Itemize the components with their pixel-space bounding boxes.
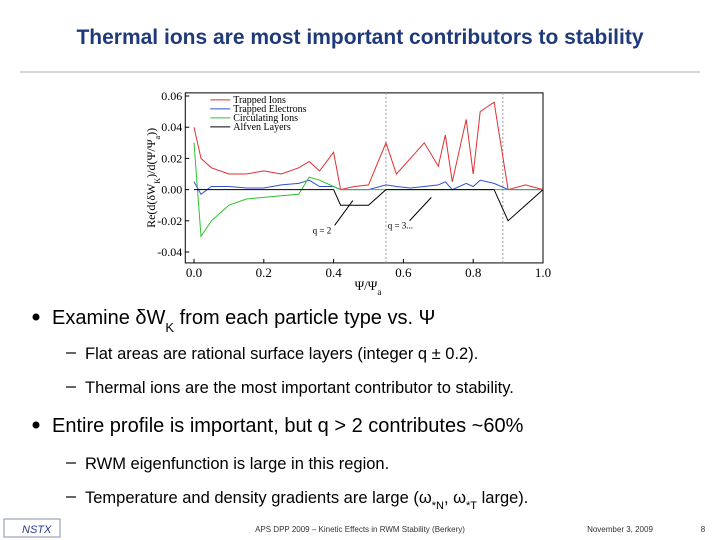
subscript: K bbox=[153, 178, 162, 184]
footer-page: 8 bbox=[701, 525, 706, 534]
annotation: q = 3... bbox=[388, 221, 413, 231]
x-tick-label: 1.0 bbox=[535, 265, 551, 280]
text-run: Examine δW bbox=[52, 307, 166, 329]
text-run: Flat areas are rational surface layers (… bbox=[85, 345, 478, 363]
logo-box bbox=[3, 518, 61, 538]
legend-label: Trapped Ions bbox=[233, 95, 286, 106]
x-tick-label: 0.4 bbox=[325, 265, 342, 280]
subscript: *N bbox=[432, 500, 444, 512]
legend-label: Alfven Layers bbox=[233, 122, 291, 133]
slide-title: Thermal ions are most important contribu… bbox=[76, 26, 643, 49]
bullet-text: Examine δWK from each particle type vs. … bbox=[52, 307, 435, 335]
subscript: a bbox=[377, 287, 381, 297]
sub-bullet-text: RWM eigenfunction is large in this regio… bbox=[85, 455, 389, 473]
footer-center: APS DPP 2009 – Kinetic Effects in RWM St… bbox=[255, 525, 465, 534]
footer-date: November 3, 2009 bbox=[587, 525, 653, 534]
footer-logo: NSTX bbox=[22, 524, 52, 536]
series-line bbox=[194, 189, 544, 222]
x-axis-label: Ψ/Ψa bbox=[355, 278, 382, 297]
legend-label: Circulating Ions bbox=[233, 113, 298, 124]
annotation-arrow bbox=[409, 197, 432, 221]
chart-frame bbox=[140, 76, 556, 282]
annotation-arrow bbox=[334, 200, 354, 226]
text-run: Thermal ions are the most important cont… bbox=[85, 379, 514, 397]
legend-label: Trapped Electrons bbox=[233, 104, 306, 115]
y-tick-label: 0.06 bbox=[161, 89, 182, 103]
subscript: K bbox=[165, 320, 174, 335]
text-run: , ω bbox=[444, 489, 466, 507]
text-run: )) bbox=[144, 128, 158, 136]
bullet-dot bbox=[32, 313, 40, 321]
x-tick-label: 0.2 bbox=[256, 265, 272, 280]
subscript: *T bbox=[466, 500, 477, 512]
bullet-text: Entire profile is important, but q > 2 c… bbox=[52, 415, 524, 437]
text-run: Entire profile is important, but q > 2 c… bbox=[52, 415, 524, 437]
sub-bullet-text: Flat areas are rational surface layers (… bbox=[85, 345, 478, 363]
annotation: q = 2 bbox=[313, 225, 332, 235]
text-run: Re(d(δW bbox=[144, 183, 158, 228]
y-tick-label: 0.00 bbox=[161, 183, 182, 197]
sub-bullet-text: Temperature and density gradients are la… bbox=[85, 489, 528, 512]
text-run: Temperature and density gradients are la… bbox=[85, 489, 432, 507]
series-line bbox=[193, 101, 544, 191]
text-run: from each particle type vs. Ψ bbox=[174, 307, 435, 329]
series-line bbox=[193, 179, 543, 196]
plot-area bbox=[184, 92, 544, 264]
y-tick-label: -0.02 bbox=[157, 214, 182, 228]
subscript: a bbox=[153, 135, 162, 139]
y-tick-label: -0.04 bbox=[157, 245, 182, 259]
text-run: )/d(Ψ/Ψ bbox=[144, 139, 158, 178]
x-tick-label: 0.0 bbox=[186, 265, 202, 280]
y-axis-label: Re(d(δWK)/d(Ψ/Ψa)) bbox=[144, 128, 162, 228]
text-run: large). bbox=[477, 489, 528, 507]
sub-bullet-text: Thermal ions are the most important cont… bbox=[85, 379, 514, 397]
x-tick-label: 0.8 bbox=[465, 265, 481, 280]
y-tick-label: 0.04 bbox=[161, 120, 182, 134]
bullet-dot bbox=[32, 421, 40, 429]
x-tick-label: 0.6 bbox=[395, 265, 412, 280]
text-run: RWM eigenfunction is large in this regio… bbox=[85, 455, 389, 473]
y-tick-label: 0.02 bbox=[161, 151, 182, 165]
text-run: Ψ/Ψ bbox=[355, 278, 378, 293]
